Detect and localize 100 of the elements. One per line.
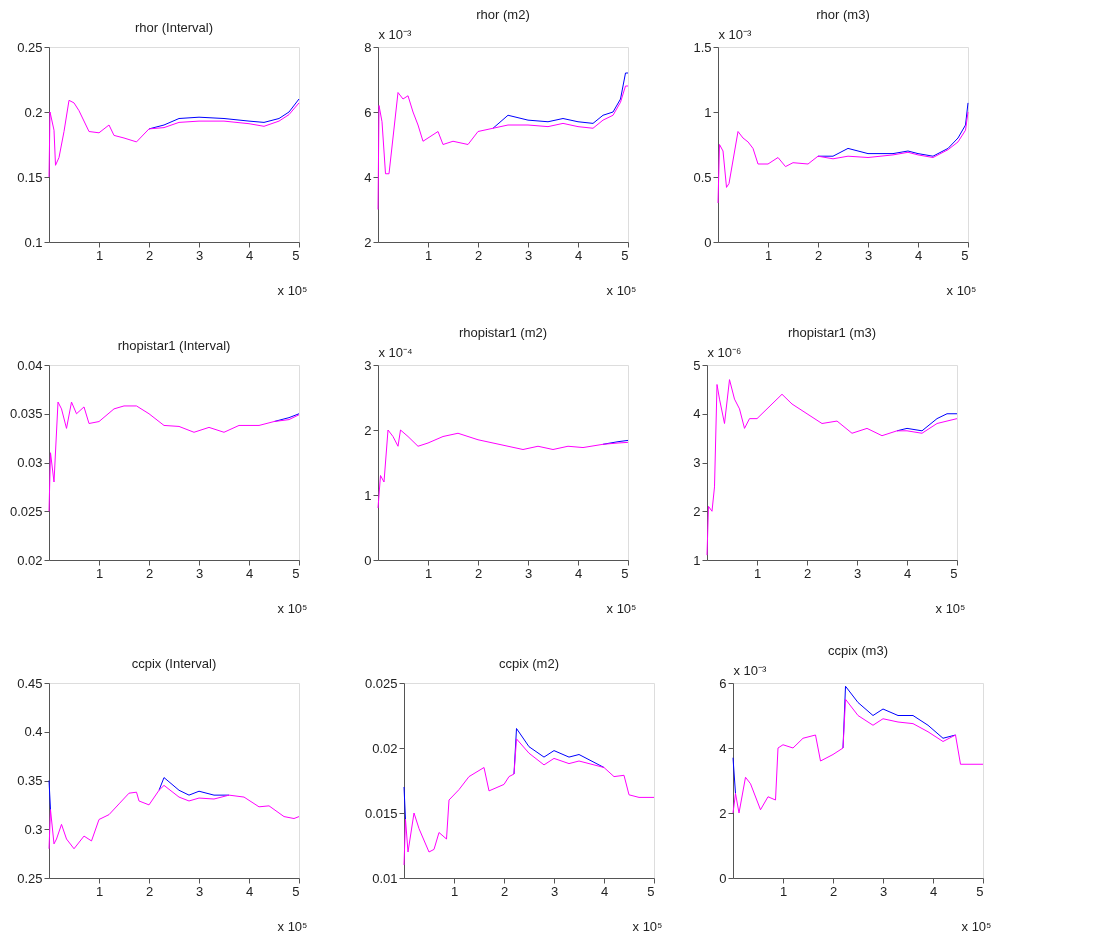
y-axis-title: x 10⁻³ [378, 26, 413, 42]
x-tick-label: 5 [292, 883, 300, 899]
x-tick-label: 1 [779, 883, 788, 899]
x-tick-label: 5 [647, 883, 655, 899]
line-series [48, 784, 300, 850]
y-tick-label: 0.35 [17, 773, 43, 788]
x-tick-label: 3 [864, 247, 873, 263]
y-tick-label: 2 [364, 422, 372, 438]
y-tick-label: 4 [693, 406, 701, 422]
y-tick-label: 0.3 [24, 821, 43, 837]
x-tick-label: 4 [600, 883, 609, 899]
chart-title: rhopistar1 (Interval) [117, 338, 231, 353]
y-axis-title: x 10⁻³ [733, 662, 768, 678]
y-tick-label: 0.1 [24, 234, 43, 250]
y-tick-label: 2 [693, 503, 701, 519]
x-axis-title: x 10⁵ [606, 600, 637, 616]
x-tick-label: 4 [929, 883, 938, 899]
x-tick-label: 2 [814, 247, 823, 263]
x-axis-title: x 10⁵ [935, 600, 966, 616]
x-tick-label: 1 [424, 565, 433, 581]
x-tick-label: 2 [829, 883, 838, 899]
y-tick-label: 0.25 [17, 870, 43, 886]
y-tick-label: 5 [693, 357, 701, 373]
x-axis-title: x 10⁵ [632, 918, 663, 934]
y-tick-label: 0.45 [17, 675, 43, 691]
x-tick-label: 5 [621, 565, 629, 581]
y-tick-label: 3 [364, 357, 372, 373]
x-tick-label: 1 [95, 247, 104, 263]
line-series [403, 738, 655, 866]
x-tick-label: 3 [195, 883, 204, 899]
y-tick-label: 4 [364, 169, 372, 185]
x-tick-label: 4 [245, 565, 254, 581]
x-axis-title: x 10⁵ [946, 282, 977, 298]
y-tick-label: 0.2 [24, 104, 43, 120]
y-tick-label: 0.035 [9, 406, 43, 422]
x-tick-label: 5 [961, 247, 969, 263]
line-series [706, 379, 958, 556]
y-tick-label: 0.02 [372, 740, 398, 756]
x-tick-label: 3 [195, 247, 204, 263]
y-tick-label: 1 [704, 104, 712, 120]
y-tick-label: 0.015 [364, 805, 398, 821]
x-tick-label: 1 [424, 247, 433, 263]
line-series [732, 698, 984, 814]
y-tick-label: 0.04 [17, 357, 43, 373]
x-tick-label: 4 [245, 883, 254, 899]
x-axis-title: x 10⁵ [606, 282, 637, 298]
chart-title: ccpix (m3) [828, 643, 888, 658]
line-series [717, 111, 969, 204]
y-tick-label: 8 [364, 39, 372, 55]
x-tick-label: 1 [753, 565, 762, 581]
x-tick-label: 1 [95, 565, 104, 581]
chart-title: ccpix (m2) [499, 656, 559, 671]
x-tick-label: 2 [474, 247, 483, 263]
chart-title: rhor (m3) [816, 7, 870, 22]
line-series [48, 99, 300, 178]
x-tick-label: 3 [524, 247, 533, 263]
x-tick-label: 3 [853, 565, 862, 581]
y-tick-label: 0.02 [17, 552, 43, 568]
y-tick-label: 2 [364, 234, 372, 250]
x-tick-label: 1 [450, 883, 459, 899]
x-axis-title: x 10⁵ [277, 600, 308, 616]
y-tick-label: 1 [693, 552, 701, 568]
x-tick-label: 5 [292, 247, 300, 263]
y-tick-label: 0.025 [9, 503, 43, 519]
y-tick-label: 0 [364, 552, 372, 568]
x-tick-label: 4 [574, 565, 583, 581]
line-series [48, 401, 300, 512]
x-axis-title: x 10⁵ [961, 918, 992, 934]
x-tick-label: 2 [145, 565, 154, 581]
chart-title: ccpix (Interval) [131, 656, 217, 671]
x-tick-label: 3 [524, 565, 533, 581]
x-axis-title: x 10⁵ [277, 918, 308, 934]
x-tick-label: 1 [95, 883, 104, 899]
chart-title: rhopistar1 (m2) [458, 325, 548, 340]
y-tick-label: 0 [704, 234, 712, 250]
y-tick-label: 0.5 [693, 169, 712, 185]
line-series [377, 429, 629, 509]
x-tick-label: 2 [474, 565, 483, 581]
x-tick-label: 1 [764, 247, 773, 263]
x-tick-label: 3 [879, 883, 888, 899]
y-tick-label: 1 [364, 487, 372, 503]
y-tick-label: 0.01 [372, 870, 398, 886]
chart-title: rhor (m2) [476, 7, 530, 22]
chart-title: rhor (Interval) [134, 20, 214, 35]
y-tick-label: 2 [719, 805, 727, 821]
y-tick-label: 0.025 [364, 675, 398, 691]
x-tick-label: 2 [803, 565, 812, 581]
x-tick-label: 2 [500, 883, 509, 899]
x-tick-label: 5 [292, 565, 300, 581]
x-tick-label: 4 [914, 247, 923, 263]
x-tick-label: 4 [574, 247, 583, 263]
chart-title: rhopistar1 (m3) [787, 325, 877, 340]
y-tick-label: 0.25 [17, 39, 43, 55]
x-tick-label: 2 [145, 883, 154, 899]
y-tick-label: 0.03 [17, 455, 43, 470]
x-tick-label: 4 [245, 247, 254, 263]
line-series [492, 72, 629, 129]
y-tick-label: 1.5 [693, 39, 712, 55]
x-tick-label: 3 [550, 883, 559, 899]
y-tick-label: 0.4 [24, 724, 43, 740]
